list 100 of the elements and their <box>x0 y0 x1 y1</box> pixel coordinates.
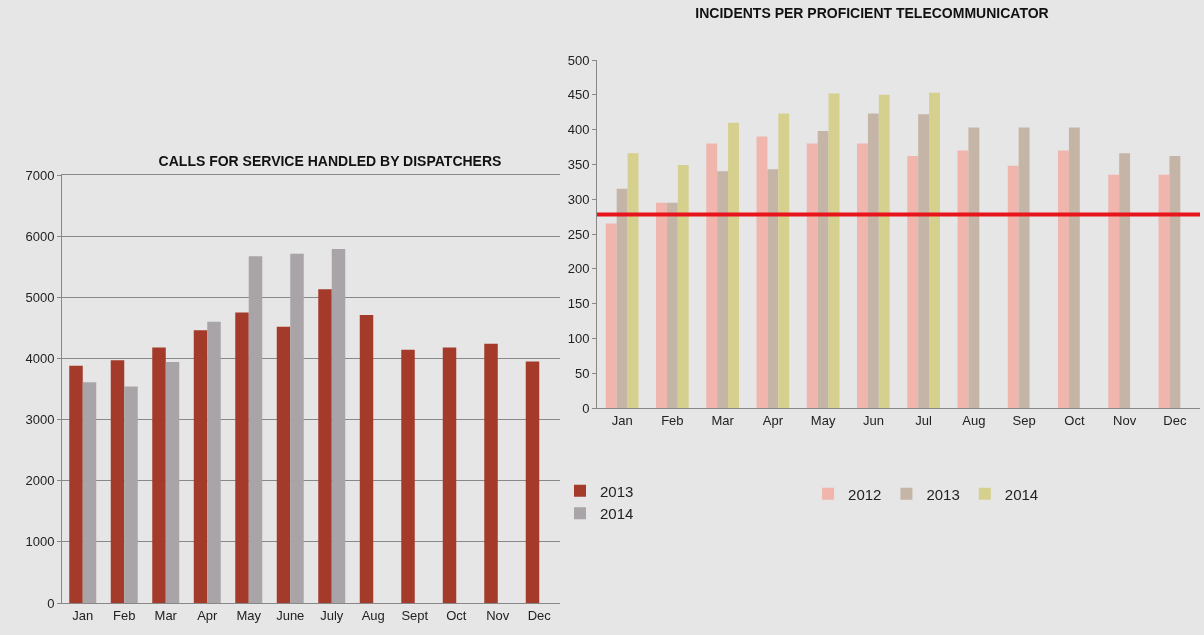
y-tick-label: 0 <box>47 595 55 611</box>
bar <box>69 365 83 603</box>
chart-title: INCIDENTS PER PROFICIENT TELECOMMUNICATOR <box>695 4 1049 21</box>
y-tick-label: 250 <box>567 226 590 242</box>
bar <box>666 202 678 408</box>
bar <box>124 386 138 603</box>
bar <box>290 253 304 603</box>
y-tick-label: 4000 <box>25 350 55 366</box>
bar <box>359 315 374 603</box>
y-tick-label: 150 <box>567 296 590 312</box>
bar <box>756 136 768 408</box>
bar <box>1007 165 1019 408</box>
bar <box>907 156 919 408</box>
bar <box>1169 156 1181 408</box>
x-tick-label: Sept <box>401 607 429 623</box>
bar <box>235 312 249 603</box>
bar <box>276 326 291 603</box>
legend-label: 2014 <box>600 505 634 523</box>
x-tick-label: Jul <box>915 412 933 428</box>
x-tick-label: June <box>276 607 305 623</box>
x-tick-label: Feb <box>661 412 684 428</box>
chart-title: CALLS FOR SERVICE HANDLED BY DISPATCHERS <box>158 153 502 170</box>
bar <box>605 223 617 408</box>
bar <box>767 169 779 408</box>
bar <box>318 289 332 603</box>
x-tick-label: May <box>810 412 836 428</box>
bar <box>1058 150 1069 408</box>
y-tick-label: 200 <box>567 261 590 277</box>
bar <box>918 114 930 408</box>
y-tick-label: 6000 <box>25 228 55 244</box>
x-tick-label: Apr <box>197 607 219 623</box>
bar <box>1158 174 1170 408</box>
y-tick-label: 0 <box>582 400 590 416</box>
y-tick-label: 1000 <box>25 534 55 550</box>
y-tick-label: 5000 <box>25 289 55 305</box>
x-tick-label: Jan <box>72 607 94 623</box>
x-tick-label: Feb <box>113 607 136 623</box>
bar <box>878 94 890 408</box>
legend-label: 2013 <box>600 482 634 500</box>
bar <box>828 93 840 408</box>
bar <box>1108 174 1120 408</box>
y-tick-label: 350 <box>567 156 590 172</box>
x-tick-label: July <box>320 607 344 623</box>
x-tick-label: Nov <box>486 607 510 623</box>
bar <box>817 130 829 408</box>
bar <box>442 347 457 603</box>
bar <box>857 143 868 408</box>
bar <box>957 150 969 408</box>
bar <box>778 113 790 408</box>
legend-label: 2013 <box>926 485 960 503</box>
legend-label: 2014 <box>1004 485 1039 503</box>
x-tick-label: May <box>236 607 262 623</box>
bar <box>929 92 940 408</box>
y-tick-label: 2000 <box>25 473 55 489</box>
x-tick-label: Mar <box>154 607 178 623</box>
bar <box>627 153 639 408</box>
bar <box>677 165 689 408</box>
x-tick-label: Nov <box>1113 412 1137 428</box>
bar <box>1068 127 1080 408</box>
bar <box>165 362 180 603</box>
bar <box>193 330 208 603</box>
x-tick-label: Sep <box>1012 412 1036 428</box>
bar <box>806 143 818 408</box>
bar <box>616 188 628 408</box>
x-tick-label: Aug <box>361 607 385 623</box>
y-tick-label: 7000 <box>25 167 55 183</box>
y-tick-label: 500 <box>567 52 590 68</box>
y-tick-label: 400 <box>567 122 590 138</box>
y-tick-label: 3000 <box>25 412 55 428</box>
bar <box>728 122 739 408</box>
bar <box>484 343 498 603</box>
legend-label: 2012 <box>848 485 882 503</box>
x-tick-label: Jan <box>611 412 633 428</box>
bar <box>968 127 980 408</box>
x-tick-label: Apr <box>762 412 784 428</box>
bar <box>1018 127 1030 408</box>
bar <box>82 382 97 603</box>
x-tick-label: Dec <box>1163 412 1187 428</box>
bar <box>207 321 221 603</box>
y-tick-label: 50 <box>574 365 590 381</box>
x-tick-label: Jun <box>862 412 884 428</box>
bar <box>331 248 346 603</box>
bar <box>401 349 415 603</box>
y-tick-label: 450 <box>567 87 590 103</box>
bar <box>656 202 667 408</box>
y-tick-label: 300 <box>567 191 590 207</box>
bar <box>706 143 718 408</box>
bar <box>525 361 540 603</box>
bar <box>152 347 166 603</box>
x-tick-label: Mar <box>711 412 735 428</box>
bar <box>717 171 729 408</box>
x-tick-label: Aug <box>962 412 986 428</box>
bar <box>248 256 263 603</box>
y-tick-label: 100 <box>567 330 590 346</box>
x-tick-label: Oct <box>446 607 467 623</box>
bar <box>110 360 125 603</box>
bar <box>1119 153 1131 408</box>
x-tick-label: Dec <box>527 607 552 623</box>
bar <box>867 113 879 408</box>
x-tick-label: Oct <box>1064 412 1085 428</box>
